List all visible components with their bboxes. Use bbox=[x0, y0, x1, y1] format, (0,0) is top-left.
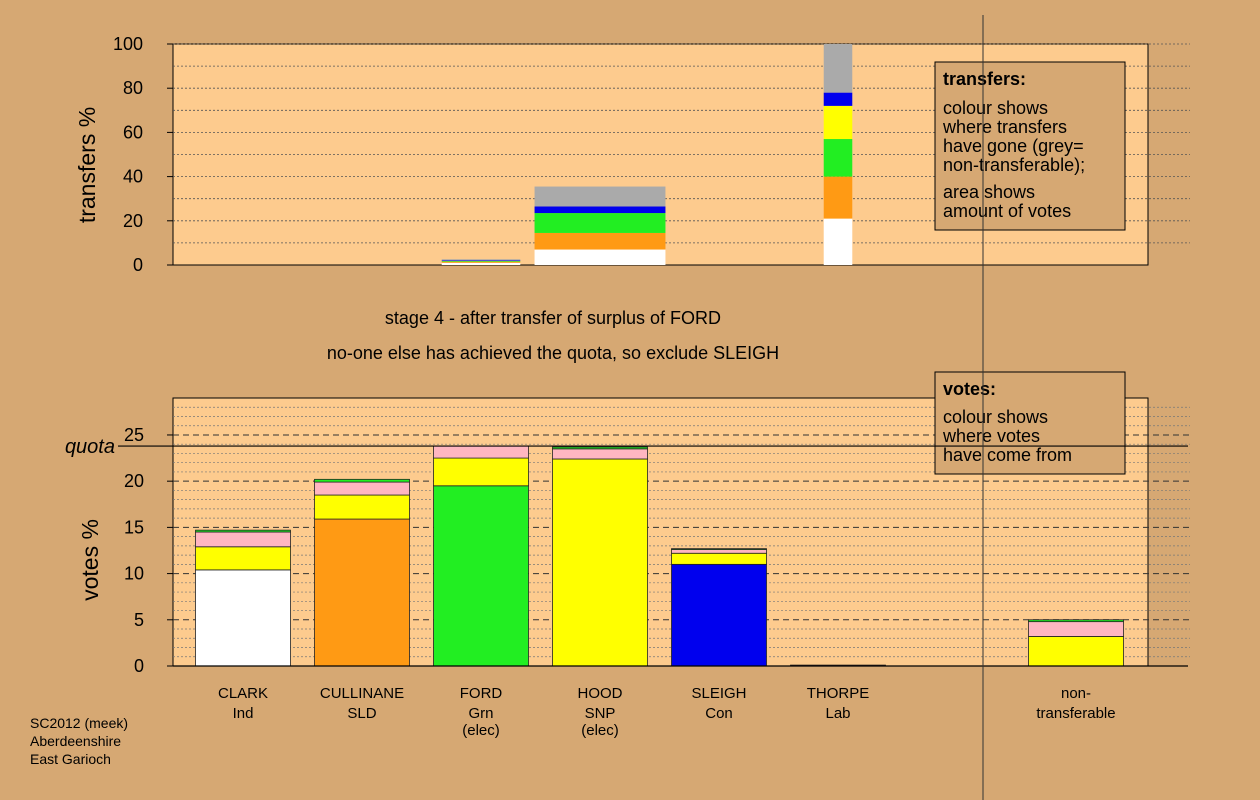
transfers-y-axis-label: transfers % bbox=[74, 107, 100, 223]
transfer-segment-nontransferable bbox=[823, 44, 853, 93]
transfer-segment-sleigh bbox=[534, 206, 666, 214]
vote-segment-later bbox=[195, 531, 291, 548]
transfers-legend-line-1: colour shows bbox=[943, 98, 1048, 118]
votes-legend-line-3: have come from bbox=[943, 445, 1072, 465]
transfer-segment-sleigh bbox=[823, 92, 853, 106]
transfers-y-tick-label: 60 bbox=[123, 122, 143, 142]
transfer-segment-ford bbox=[823, 139, 853, 177]
candidate-name-label: CULLINANE bbox=[320, 685, 404, 702]
transfers-y-tick-label: 80 bbox=[123, 78, 143, 98]
votes-y-tick-label: 5 bbox=[134, 610, 144, 630]
vote-segment-later bbox=[671, 549, 767, 554]
footer-line-3: East Garioch bbox=[30, 751, 111, 767]
vote-segment-later bbox=[314, 481, 410, 496]
transfer-segment-ford bbox=[441, 261, 521, 262]
transfers-y-tick-label: 0 bbox=[133, 255, 143, 275]
vote-segment-hood bbox=[552, 458, 648, 667]
candidate-party-label: SNP bbox=[585, 705, 616, 722]
candidate-party-label: Ind bbox=[233, 705, 254, 722]
transfer-segment-clark bbox=[534, 249, 666, 265]
transfer-segment-cullinane bbox=[534, 232, 666, 250]
votes-y-tick-label: 20 bbox=[124, 471, 144, 491]
candidate-name-label: CLARK bbox=[218, 685, 268, 702]
axes: 0 20 40 60 80 100 0 5 10 15 20 25 CLARK Ind CULLINANE S… bbox=[113, 34, 1188, 739]
candidate-name-label: non- bbox=[1061, 685, 1091, 702]
votes-legend-line-2: where votes bbox=[942, 426, 1040, 446]
vote-segment-later bbox=[1028, 621, 1124, 637]
transfer-segment-nontransferable bbox=[441, 259, 521, 261]
candidate-name-label: HOOD bbox=[578, 685, 623, 702]
candidate-party-label: Con bbox=[705, 705, 733, 722]
vote-segment-later bbox=[433, 445, 529, 459]
transfer-segment-sleigh bbox=[441, 260, 521, 262]
vote-segment-ford bbox=[314, 478, 410, 483]
vote-segment-sleigh bbox=[671, 563, 767, 667]
vote-segment-ford bbox=[1028, 619, 1124, 623]
vote-segment-hood bbox=[1028, 636, 1124, 667]
stage-subheading: no-one else has achieved the quota, so e… bbox=[327, 343, 779, 363]
vote-segment-ford bbox=[433, 485, 529, 667]
footer-line-2: Aberdeenshire bbox=[30, 733, 121, 749]
bar-marks bbox=[195, 44, 1124, 667]
transfers-legend: transfers: colour shows where transfers … bbox=[934, 61, 1126, 231]
candidate-name-label: FORD bbox=[460, 685, 503, 702]
candidate-party-label: Grn bbox=[468, 705, 493, 722]
vote-segment-hood bbox=[195, 546, 291, 571]
votes-y-axis-label: votes % bbox=[77, 519, 103, 601]
votes-legend-title: votes: bbox=[943, 379, 996, 399]
stage-heading: stage 4 - after transfer of surplus of F… bbox=[385, 308, 721, 328]
vote-segment-hood bbox=[671, 552, 767, 565]
footer-line-1: SC2012 (meek) bbox=[30, 715, 128, 731]
vote-segment-ford bbox=[671, 548, 767, 550]
transfers-legend-line-3: have gone (grey= bbox=[943, 136, 1084, 156]
votes-y-tick-label: 25 bbox=[124, 425, 144, 445]
quota-label: quota bbox=[65, 436, 115, 458]
transfers-legend-line-6: amount of votes bbox=[943, 201, 1071, 221]
transfer-segment-clark bbox=[441, 262, 521, 265]
transfers-legend-line-5: area shows bbox=[943, 182, 1035, 202]
votes-legend: votes: colour shows where votes have com… bbox=[934, 371, 1126, 475]
transfers-y-tick-label: 40 bbox=[123, 167, 143, 187]
transfer-segment-hood bbox=[823, 105, 853, 140]
transfers-legend-title: transfers: bbox=[943, 69, 1026, 89]
transfers-y-tick-label: 20 bbox=[123, 211, 143, 231]
vote-segment-cullinane bbox=[314, 518, 410, 667]
quota-and-divider bbox=[118, 15, 1188, 800]
candidate-party-label: transferable bbox=[1036, 705, 1115, 722]
candidate-name-label: SLEIGH bbox=[691, 685, 746, 702]
transfers-y-tick-label: 100 bbox=[113, 34, 143, 54]
candidate-party-label: Lab bbox=[825, 705, 850, 722]
candidate-name-label: THORPE bbox=[807, 685, 870, 702]
vote-segment-hood bbox=[433, 457, 529, 487]
votes-y-tick-label: 10 bbox=[124, 564, 144, 584]
vote-segment-hood bbox=[314, 494, 410, 520]
candidate-status-label: (elec) bbox=[581, 722, 619, 739]
transfer-segment-nontransferable bbox=[534, 186, 666, 207]
vote-segment-ford bbox=[195, 529, 291, 533]
transfer-segment-ford bbox=[534, 213, 666, 233]
votes-y-tick-label: 0 bbox=[134, 656, 144, 676]
votes-legend-line-1: colour shows bbox=[943, 407, 1048, 427]
candidate-status-label: (elec) bbox=[462, 722, 500, 739]
transfer-segment-cullinane bbox=[441, 261, 521, 263]
vote-segment-ford bbox=[552, 446, 648, 450]
transfers-legend-line-4: non-transferable); bbox=[943, 155, 1085, 175]
transfer-segment-clark bbox=[823, 218, 853, 265]
transfers-legend-line-2: where transfers bbox=[942, 117, 1067, 137]
transfer-segment-cullinane bbox=[823, 176, 853, 219]
vote-segment-later bbox=[552, 448, 648, 460]
votes-y-tick-label: 15 bbox=[124, 517, 144, 537]
vote-segment-clark bbox=[195, 569, 291, 667]
candidate-party-label: SLD bbox=[347, 705, 376, 722]
